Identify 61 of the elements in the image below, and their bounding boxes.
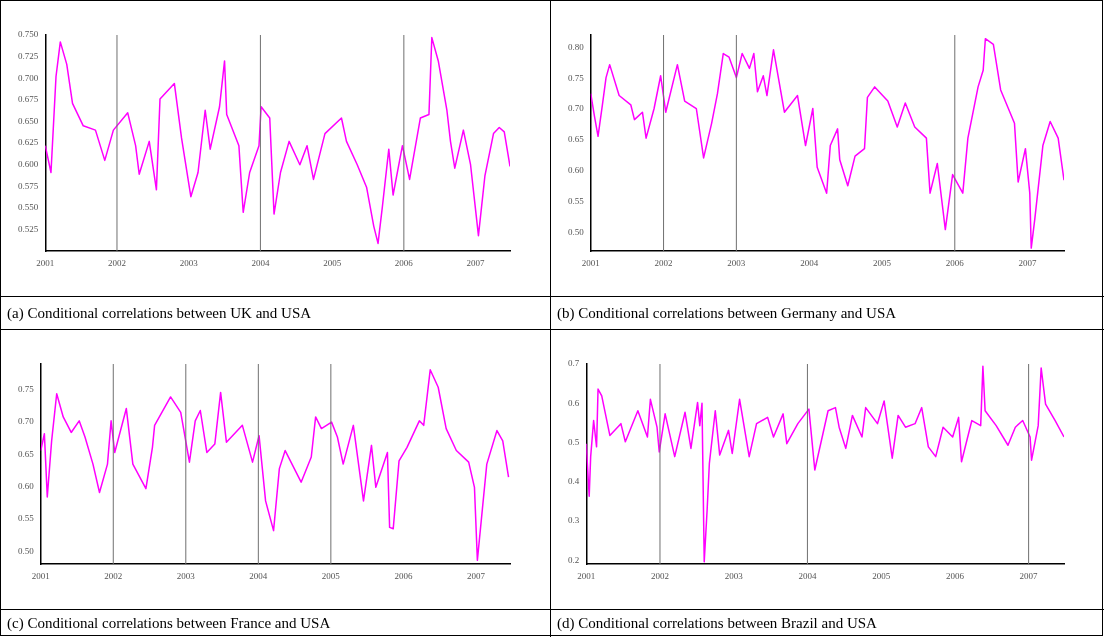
x-tick-label: 2002	[654, 257, 673, 268]
text: (b) Conditional correlations between Germany and USA	[551, 297, 1104, 330]
x-tick-label: 2006	[945, 570, 965, 581]
x-tick-label: 2005	[872, 257, 892, 268]
y-tick-label: 0.50	[568, 227, 585, 238]
x-tick-label: 2002	[104, 570, 123, 581]
y-tick-label: 0.65	[18, 448, 35, 459]
y-tick-label: 0.6	[568, 397, 580, 408]
y-tick-label: 0.5	[568, 436, 580, 447]
y-tick-label: 0.75	[568, 72, 585, 83]
y-tick-label: 0.65	[568, 134, 585, 145]
y-tick-label: 0.4	[568, 476, 580, 487]
x-tick-label: 2007	[466, 570, 486, 581]
x-tick-label: 2001	[36, 257, 55, 268]
x-tick-label: 2005	[321, 570, 341, 581]
y-tick-label: 0.525	[18, 223, 39, 234]
y-tick-label: 0.550	[18, 202, 39, 213]
y-tick-label: 0.55	[18, 513, 35, 524]
x-tick-label: 2004	[251, 257, 270, 268]
x-tick-label: 2001	[577, 570, 596, 581]
y-tick-label: 0.70	[568, 103, 585, 114]
x-tick-label: 2002	[107, 257, 126, 268]
x-tick-label: 2005	[872, 570, 891, 581]
y-tick-label: 0.75	[18, 384, 35, 395]
y-tick-label: 0.7	[568, 358, 580, 369]
x-tick-label: 2001	[31, 570, 50, 581]
y-tick-label: 0.575	[18, 180, 39, 191]
y-tick-label: 0.80	[568, 41, 585, 52]
x-tick-label: 2003	[727, 257, 746, 268]
x-tick-label: 2005	[323, 257, 342, 268]
x-tick-label: 2004	[800, 257, 819, 268]
x-tick-label: 2006	[945, 257, 965, 268]
text: (c) Conditional correlations between France and USA	[1, 610, 551, 637]
x-tick-label: 2004	[249, 570, 268, 581]
y-tick-label: 0.650	[18, 115, 39, 126]
y-tick-label: 0.50	[18, 545, 35, 556]
x-tick-label: 2003	[176, 570, 196, 581]
text: (d) Conditional correlations between Brazil and USA	[556, 614, 878, 633]
y-tick-label: 0.700	[18, 72, 39, 83]
y-tick-label: 0.60	[18, 481, 35, 492]
y-tick-label: 0.70	[18, 416, 35, 427]
x-tick-label: 2003	[724, 570, 744, 581]
y-tick-label: 0.725	[18, 50, 39, 61]
y-tick-label: 0.60	[568, 165, 585, 176]
x-tick-label: 2002	[650, 570, 669, 581]
x-tick-label: 2007	[1018, 257, 1038, 268]
x-tick-label: 2007	[1019, 570, 1039, 581]
y-tick-label: 0.2	[568, 554, 580, 565]
x-tick-label: 2003	[179, 257, 199, 268]
x-tick-label: 2007	[466, 257, 486, 268]
y-tick-label: 0.750	[18, 29, 39, 40]
text: (a) Conditional correlations between UK and USA	[1, 297, 551, 330]
y-tick-label: 0.3	[568, 515, 580, 526]
y-tick-label: 0.55	[568, 196, 585, 207]
x-tick-label: 2006	[394, 570, 413, 581]
y-tick-label: 0.675	[18, 94, 39, 105]
x-tick-label: 2001	[581, 257, 600, 268]
x-tick-label: 2006	[394, 257, 414, 268]
y-tick-label: 0.625	[18, 137, 39, 148]
x-tick-label: 2004	[798, 570, 817, 581]
y-tick-label: 0.600	[18, 159, 39, 170]
